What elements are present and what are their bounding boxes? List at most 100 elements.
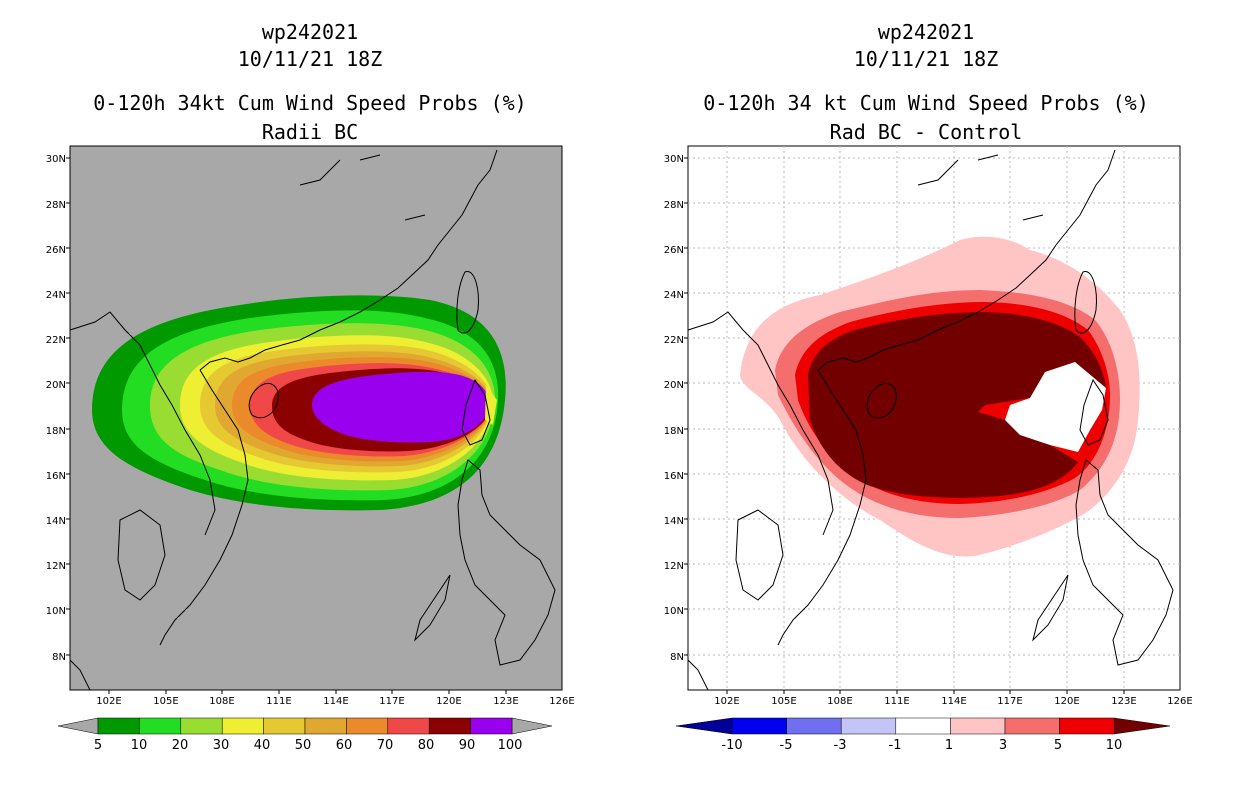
colorbar-label: 30 (213, 738, 230, 753)
lat-label: 16N (46, 471, 66, 482)
colorbar-label: -1 (889, 738, 902, 753)
right-datetime: 10/11/21 18Z (853, 47, 999, 71)
colorbar-min-arrow (57, 717, 99, 735)
right-map-panel: 30N 28N 26N 24N 22N 20N 18N 16N 14N 12N … (664, 145, 1193, 705)
lat-label: 14N (664, 516, 684, 527)
colorbar-min-arrow (675, 717, 733, 735)
colorbar-label: 3 (999, 738, 1007, 753)
colorbar-label: 50 (295, 738, 312, 753)
left-storm-id: wp242021 (261, 20, 359, 44)
colorbar-label: 1 (945, 738, 953, 753)
colorbar-label: 5 (94, 738, 102, 753)
lat-label: 18N (664, 426, 684, 437)
colorbar-label: 20 (172, 738, 189, 753)
lat-label: 8N (52, 652, 66, 663)
colorbar-swatch (895, 717, 951, 735)
colorbar-label: 100 (498, 738, 523, 753)
lat-label: 22N (664, 335, 684, 346)
lon-label: 126E (1167, 696, 1192, 705)
colorbar-swatch (1004, 717, 1060, 735)
colorbar-max-arrow (511, 717, 553, 735)
lat-label: 18N (46, 426, 66, 437)
lat-label: 24N (46, 290, 66, 301)
colorbar-swatch (97, 717, 140, 735)
colorbar-label: -3 (834, 738, 847, 753)
colorbar-swatch (786, 717, 842, 735)
lat-label: 12N (664, 561, 684, 572)
lat-label: 28N (46, 200, 66, 211)
right-coastlines (687, 149, 1174, 691)
lon-label: 102E (714, 696, 739, 705)
lon-label: 123E (493, 696, 518, 705)
lon-label: 111E (266, 696, 291, 705)
lat-label: 30N (664, 154, 684, 165)
colorbar-label: 5 (1054, 738, 1062, 753)
lat-label: 10N (46, 606, 66, 617)
colorbar-swatch (346, 717, 389, 735)
lon-label: 102E (96, 696, 121, 705)
colorbar-labels: -10 -5 -3 -1 1 3 5 10 (721, 738, 1122, 753)
lon-label: 108E (209, 696, 234, 705)
lat-label: 22N (46, 335, 66, 346)
lon-label: 117E (379, 696, 404, 705)
colorbar-label: 40 (254, 738, 271, 753)
colorbar-swatch (731, 717, 787, 735)
colorbar-swatch (304, 717, 347, 735)
lat-label: 16N (664, 471, 684, 482)
lat-label: 26N (46, 245, 66, 256)
colorbar-swatch (1059, 717, 1115, 735)
lat-label: 12N (46, 561, 66, 572)
lon-label: 114E (323, 696, 348, 705)
lon-label: 117E (997, 696, 1022, 705)
lat-label: 20N (664, 380, 684, 391)
colorbar-swatch (180, 717, 223, 735)
left-coastlines (69, 149, 556, 691)
left-map-panel: 30N 28N 26N 24N 22N 20N 18N 16N 14N 12N … (46, 145, 575, 705)
colorbar-label: 10 (1106, 738, 1123, 753)
colorbar-swatch (387, 717, 430, 735)
lat-label: 8N (670, 652, 684, 663)
lon-label: 114E (941, 696, 966, 705)
right-lon-ticks: 102E 105E 108E 111E 114E 117E 120E 123E … (714, 696, 1192, 705)
left-colorbar: 5 10 20 30 40 50 60 70 80 90 100 (57, 717, 553, 753)
colorbar-swatch (428, 717, 471, 735)
lat-label: 20N (46, 380, 66, 391)
colorbar-label: 90 (459, 738, 476, 753)
colorbar-label: -10 (721, 738, 742, 753)
colorbar-boxes (97, 717, 513, 735)
colorbar-label: 10 (131, 738, 148, 753)
lon-label: 105E (153, 696, 178, 705)
colorbar-swatch (221, 717, 264, 735)
right-storm-id: wp242021 (877, 20, 975, 44)
lat-label: 28N (664, 200, 684, 211)
left-lon-ticks: 102E 105E 108E 111E 114E 117E 120E 123E … (96, 696, 574, 705)
right-difference-field (740, 236, 1140, 557)
lon-label: 123E (1111, 696, 1136, 705)
lon-label: 105E (771, 696, 796, 705)
left-title: 0-120h 34kt Cum Wind Speed Probs (%) (93, 91, 527, 115)
left-probability-field (92, 295, 506, 511)
right-lat-ticks: 30N 28N 26N 24N 22N 20N 18N 16N 14N 12N … (664, 154, 684, 663)
colorbar-boxes (731, 717, 1115, 735)
left-datetime: 10/11/21 18Z (237, 47, 383, 71)
colorbar-swatch (470, 717, 513, 735)
right-subtitle: Rad BC - Control (829, 120, 1023, 144)
lat-label: 24N (664, 290, 684, 301)
colorbar-swatch (840, 717, 897, 735)
colorbar-label: -5 (780, 738, 793, 753)
lat-label: 26N (664, 245, 684, 256)
left-lat-ticks: 30N 28N 26N 24N 22N 20N 18N 16N 14N 12N … (46, 154, 66, 663)
lon-label: 108E (827, 696, 852, 705)
right-title: 0-120h 34 kt Cum Wind Speed Probs (%) (703, 91, 1149, 115)
right-colorbar: -10 -5 -3 -1 1 3 5 10 (675, 717, 1171, 753)
lon-label: 126E (549, 696, 574, 705)
colorbar-labels: 5 10 20 30 40 50 60 70 80 90 100 (94, 738, 523, 753)
colorbar-label: 60 (336, 738, 353, 753)
lon-label: 120E (1054, 696, 1079, 705)
colorbar-swatch (139, 717, 182, 735)
left-subtitle: Radii BC (261, 120, 359, 144)
colorbar-max-arrow (1113, 717, 1171, 735)
lon-label: 111E (884, 696, 909, 705)
lon-label: 120E (436, 696, 461, 705)
colorbar-swatch (263, 717, 306, 735)
